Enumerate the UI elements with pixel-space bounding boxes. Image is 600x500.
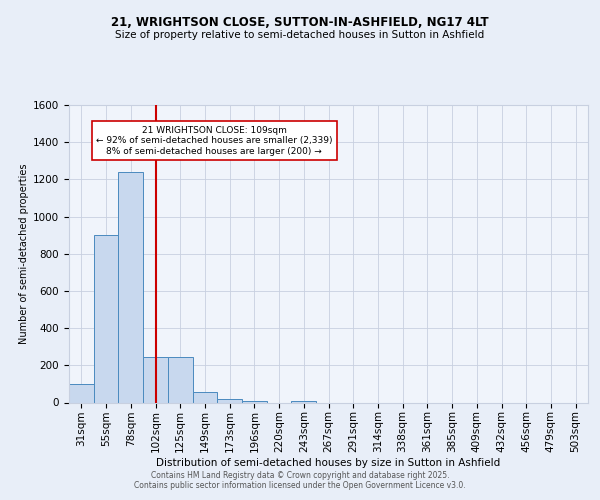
Bar — [242, 400, 267, 402]
Bar — [94, 235, 118, 402]
Y-axis label: Number of semi-detached properties: Number of semi-detached properties — [19, 164, 29, 344]
Text: Size of property relative to semi-detached houses in Sutton in Ashfield: Size of property relative to semi-detach… — [115, 30, 485, 40]
Bar — [168, 357, 193, 403]
Bar — [292, 400, 316, 402]
Bar — [217, 399, 242, 402]
Text: 21, WRIGHTSON CLOSE, SUTTON-IN-ASHFIELD, NG17 4LT: 21, WRIGHTSON CLOSE, SUTTON-IN-ASHFIELD,… — [111, 16, 489, 29]
Text: 21 WRIGHTSON CLOSE: 109sqm
← 92% of semi-detached houses are smaller (2,339)
8% : 21 WRIGHTSON CLOSE: 109sqm ← 92% of semi… — [96, 126, 332, 156]
Bar — [69, 384, 94, 402]
Text: Contains public sector information licensed under the Open Government Licence v3: Contains public sector information licen… — [134, 482, 466, 490]
Bar — [118, 172, 143, 402]
Text: Contains HM Land Registry data © Crown copyright and database right 2025.: Contains HM Land Registry data © Crown c… — [151, 472, 449, 480]
Bar — [143, 357, 168, 403]
X-axis label: Distribution of semi-detached houses by size in Sutton in Ashfield: Distribution of semi-detached houses by … — [157, 458, 500, 468]
Bar — [193, 392, 217, 402]
